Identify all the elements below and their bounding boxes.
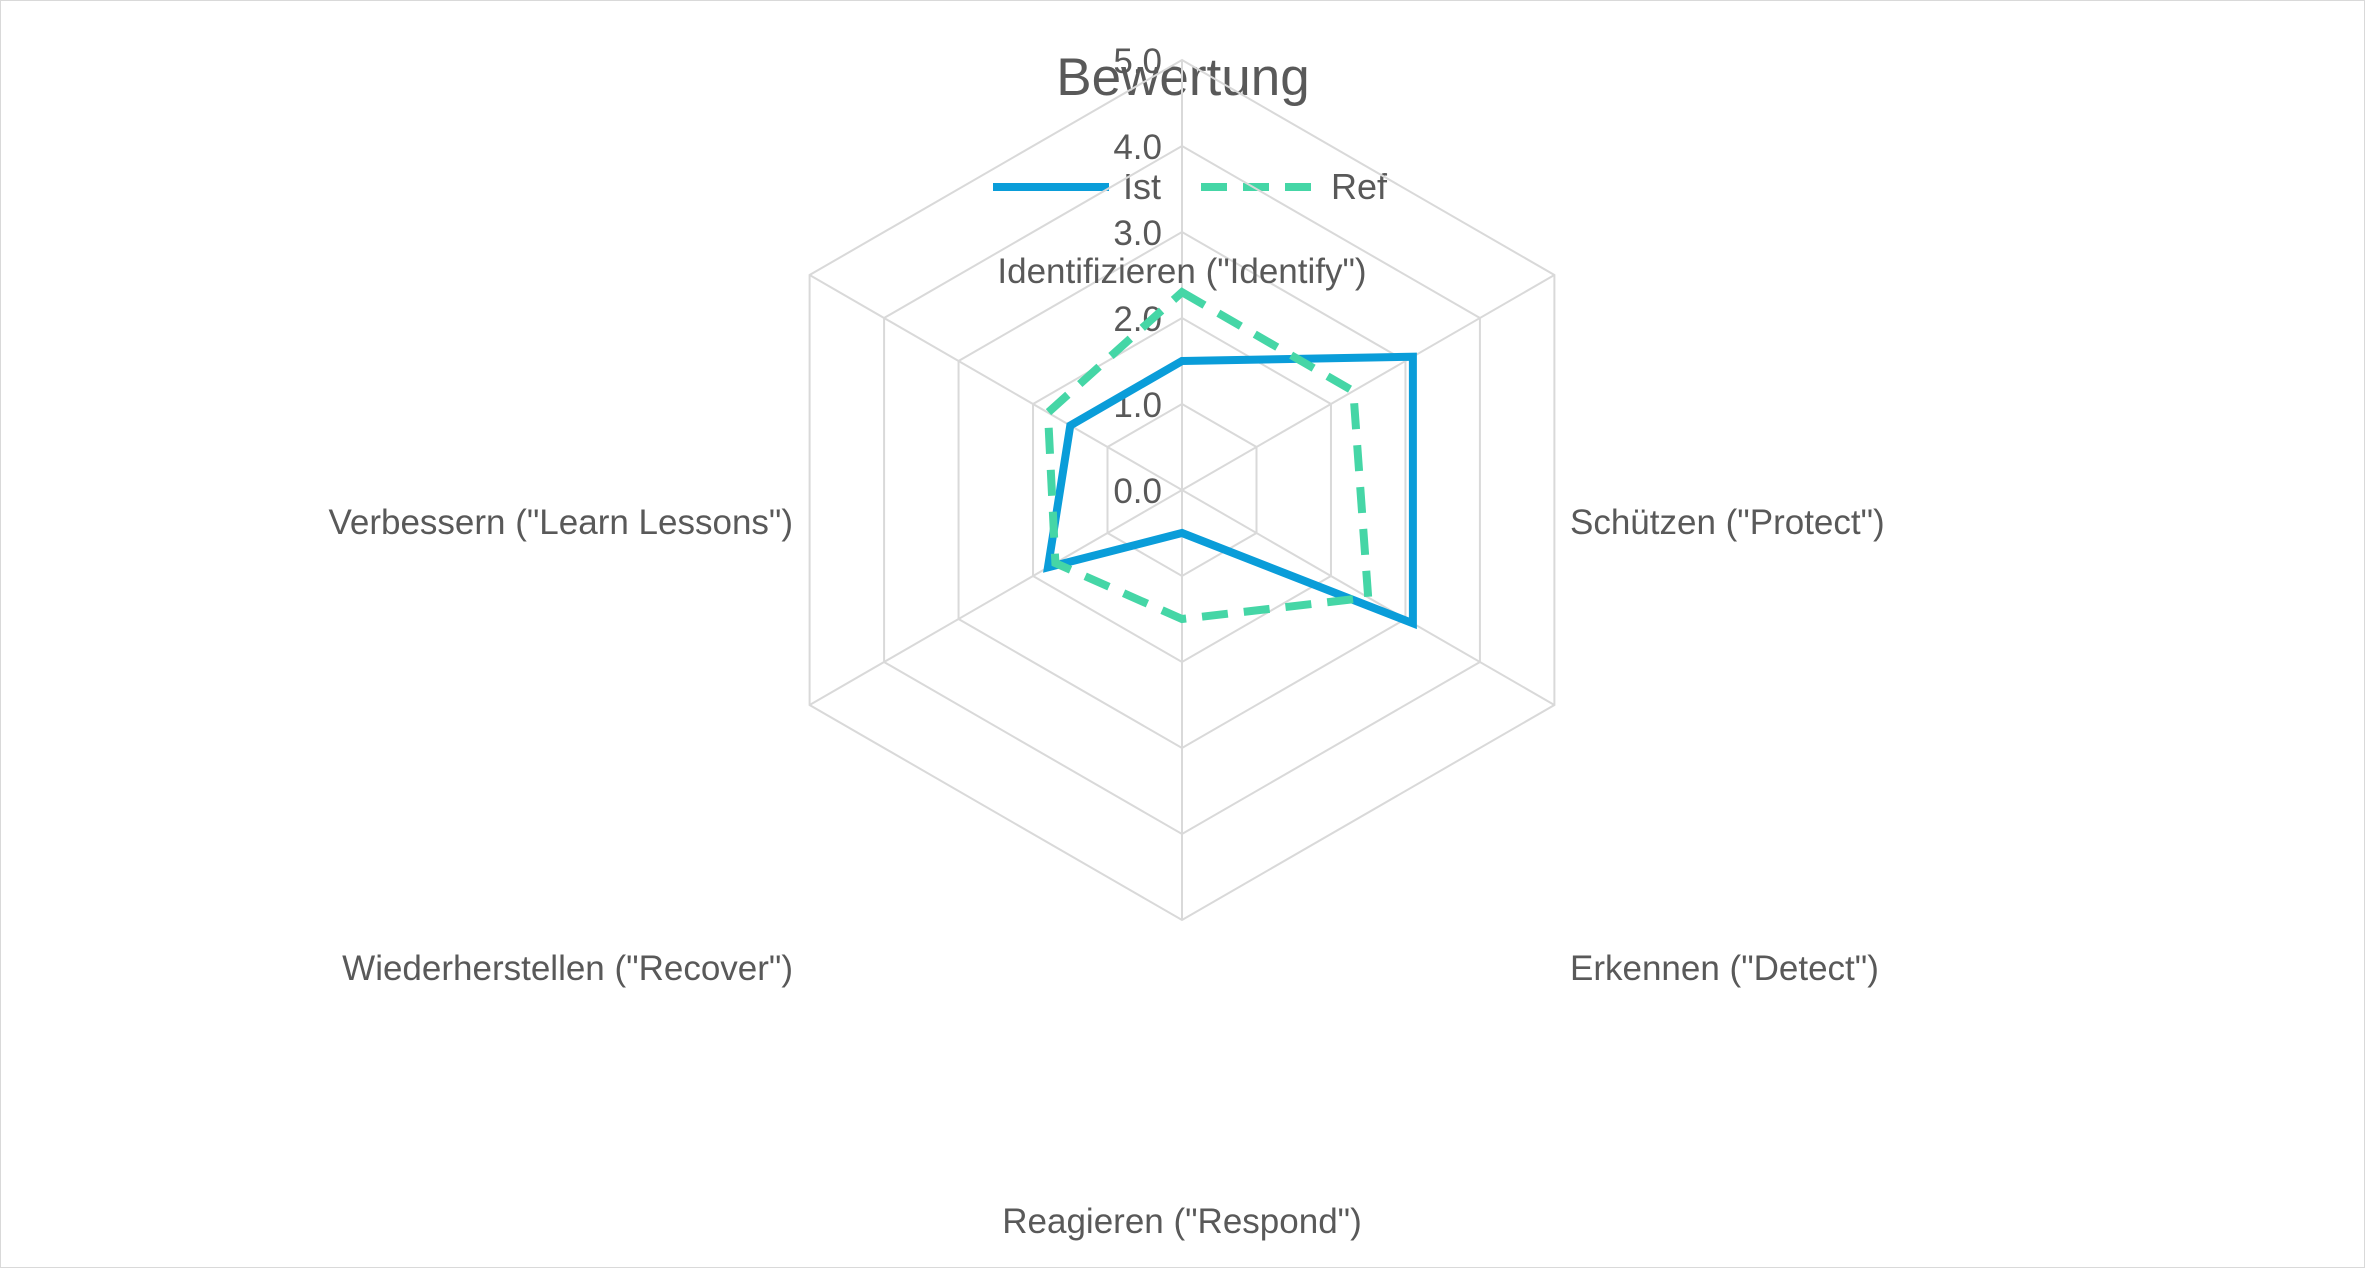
tick-label: 3.0 [1113, 214, 1162, 253]
grid-spoke [1181, 274, 1555, 491]
radar-grid [808, 58, 1556, 922]
category-label: Schützen ("Protect") [1570, 503, 1885, 542]
legend-item-ist: Ist [993, 166, 1161, 207]
category-label: Identifizieren ("Identify") [997, 252, 1366, 291]
legend: Ist Ref [993, 166, 1388, 207]
tick-label: 0.0 [1113, 472, 1162, 511]
radial-tick-labels: 0.01.02.03.04.05.0 [1113, 42, 1162, 511]
tick-label: 4.0 [1113, 128, 1162, 167]
category-labels: Identifizieren ("Identify") Schützen ("Pr… [328, 252, 1884, 1241]
series-group [1043, 287, 1417, 630]
grid-spoke [1181, 489, 1555, 706]
legend-label: Ist [1123, 166, 1161, 207]
category-label: Reagieren ("Respond") [1002, 1202, 1362, 1241]
category-label: Verbessern ("Learn Lessons") [328, 503, 793, 542]
grid-spoke [809, 489, 1183, 706]
tick-label: 5.0 [1113, 42, 1162, 81]
category-label: Erkennen ("Detect") [1570, 949, 1879, 988]
grid-spoke [809, 274, 1183, 491]
legend-label: Ref [1331, 166, 1388, 207]
series-ist-line [1043, 352, 1417, 630]
category-label: Wiederherstellen ("Recover") [342, 949, 793, 988]
series-ref-line [1043, 287, 1373, 624]
